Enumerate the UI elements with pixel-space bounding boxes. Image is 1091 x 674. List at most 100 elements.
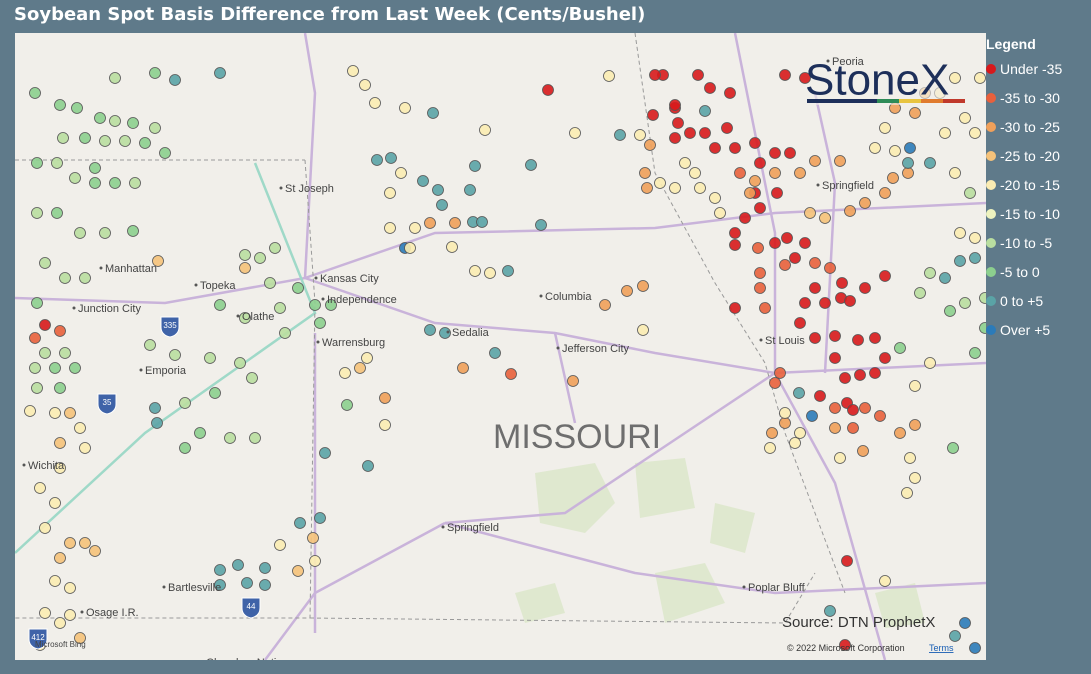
basis-dot [31, 382, 43, 394]
place-marker [236, 314, 240, 318]
basis-dot [959, 617, 971, 629]
basis-dot [809, 282, 821, 294]
basis-dot [734, 167, 746, 179]
basis-dot [749, 175, 761, 187]
basis-dot [239, 262, 251, 274]
legend-item: -35 to -30 [986, 83, 1091, 112]
place-labels: St Joseph Manhattan Junction City Topeka Ola… [22, 56, 874, 660]
basis-dot [824, 605, 836, 617]
legend-label: -20 to -15 [1000, 176, 1060, 193]
legend-swatch [986, 266, 996, 277]
basis-dot [54, 552, 66, 564]
title: Soybean Spot Basis Difference from Last … [14, 4, 646, 25]
basis-dot [669, 99, 681, 111]
basis-dot [314, 512, 326, 524]
basis-dot [834, 155, 846, 167]
place-label: Topeka [200, 280, 236, 292]
basis-dot [409, 222, 421, 234]
basis-dot [839, 639, 851, 651]
place-marker [759, 338, 763, 342]
place-marker [80, 610, 84, 614]
basis-dot [239, 312, 251, 324]
basis-dot [427, 107, 439, 119]
basis-dot [879, 352, 891, 364]
place-label: Bartlesville [168, 582, 221, 594]
basis-dot [79, 272, 91, 284]
basis-dot [424, 324, 436, 336]
place-marker [139, 368, 143, 372]
basis-dot [621, 285, 633, 297]
basis-dot [362, 460, 374, 472]
basis-dot [149, 402, 161, 414]
basis-dot [169, 74, 181, 86]
basis-dot [694, 182, 706, 194]
legend-swatch [986, 150, 996, 161]
place-label: Warrensburg [322, 337, 385, 349]
parks [515, 458, 925, 628]
basis-dot [869, 332, 881, 344]
basis-dot [894, 427, 906, 439]
basis-dot [542, 84, 554, 96]
place-marker [99, 266, 103, 270]
basis-dot [749, 137, 761, 149]
basis-dot [264, 277, 276, 289]
basis-dot [949, 630, 961, 642]
basis-dot [436, 199, 448, 211]
basis-dot [774, 367, 786, 379]
basis-dot [794, 167, 806, 179]
basis-dot [505, 368, 517, 380]
basis-dot [144, 339, 156, 351]
basis-dot [469, 265, 481, 277]
basis-dot [904, 452, 916, 464]
place-label: Jefferson City [562, 343, 630, 355]
bing: Microsoft Bing [35, 640, 86, 649]
basis-dot [779, 259, 791, 271]
basis-dot [854, 369, 866, 381]
basis-dot [309, 555, 321, 567]
place-marker [441, 525, 445, 529]
basis-dot [954, 255, 966, 267]
place-label: Cherokee Nation [206, 657, 289, 660]
basis-dot [64, 582, 76, 594]
basis-dot [641, 182, 653, 194]
basis-dot [446, 241, 458, 253]
basis-dot [127, 225, 139, 237]
basis-dot [729, 239, 741, 251]
place-marker [279, 186, 283, 190]
basis-dot [241, 577, 253, 589]
borders [15, 33, 846, 624]
basis-dot [969, 347, 981, 359]
basis-dot [857, 445, 869, 457]
basis-dot [89, 545, 101, 557]
basis-dot [647, 109, 659, 121]
basis-dot [902, 167, 914, 179]
basis-dot [274, 539, 286, 551]
basis-dot [369, 97, 381, 109]
basis-dot [879, 575, 891, 587]
basis-dot [99, 227, 111, 239]
basis-dot [859, 197, 871, 209]
basis-dot [64, 609, 76, 621]
basis-dot [874, 410, 886, 422]
place-label: St Louis [765, 335, 805, 347]
basis-dot [829, 352, 841, 364]
basis-dot [384, 187, 396, 199]
basis-dot [432, 184, 444, 196]
basis-dot [764, 442, 776, 454]
basis-dot [417, 175, 429, 187]
place-label: Springfield [822, 180, 874, 192]
basis-dot [254, 252, 266, 264]
basis-dot [224, 432, 236, 444]
basis-dot [949, 167, 961, 179]
basis-dot [361, 352, 373, 364]
basis-dot [502, 265, 514, 277]
place-marker [826, 59, 830, 63]
terms-link[interactable]: Terms [929, 643, 954, 653]
basis-dot [384, 222, 396, 234]
basis-dot [909, 419, 921, 431]
basis-dot [847, 422, 859, 434]
basis-dot [54, 99, 66, 111]
place-label: Peoria [832, 56, 865, 68]
basis-dot [709, 192, 721, 204]
basis-dot [39, 257, 51, 269]
